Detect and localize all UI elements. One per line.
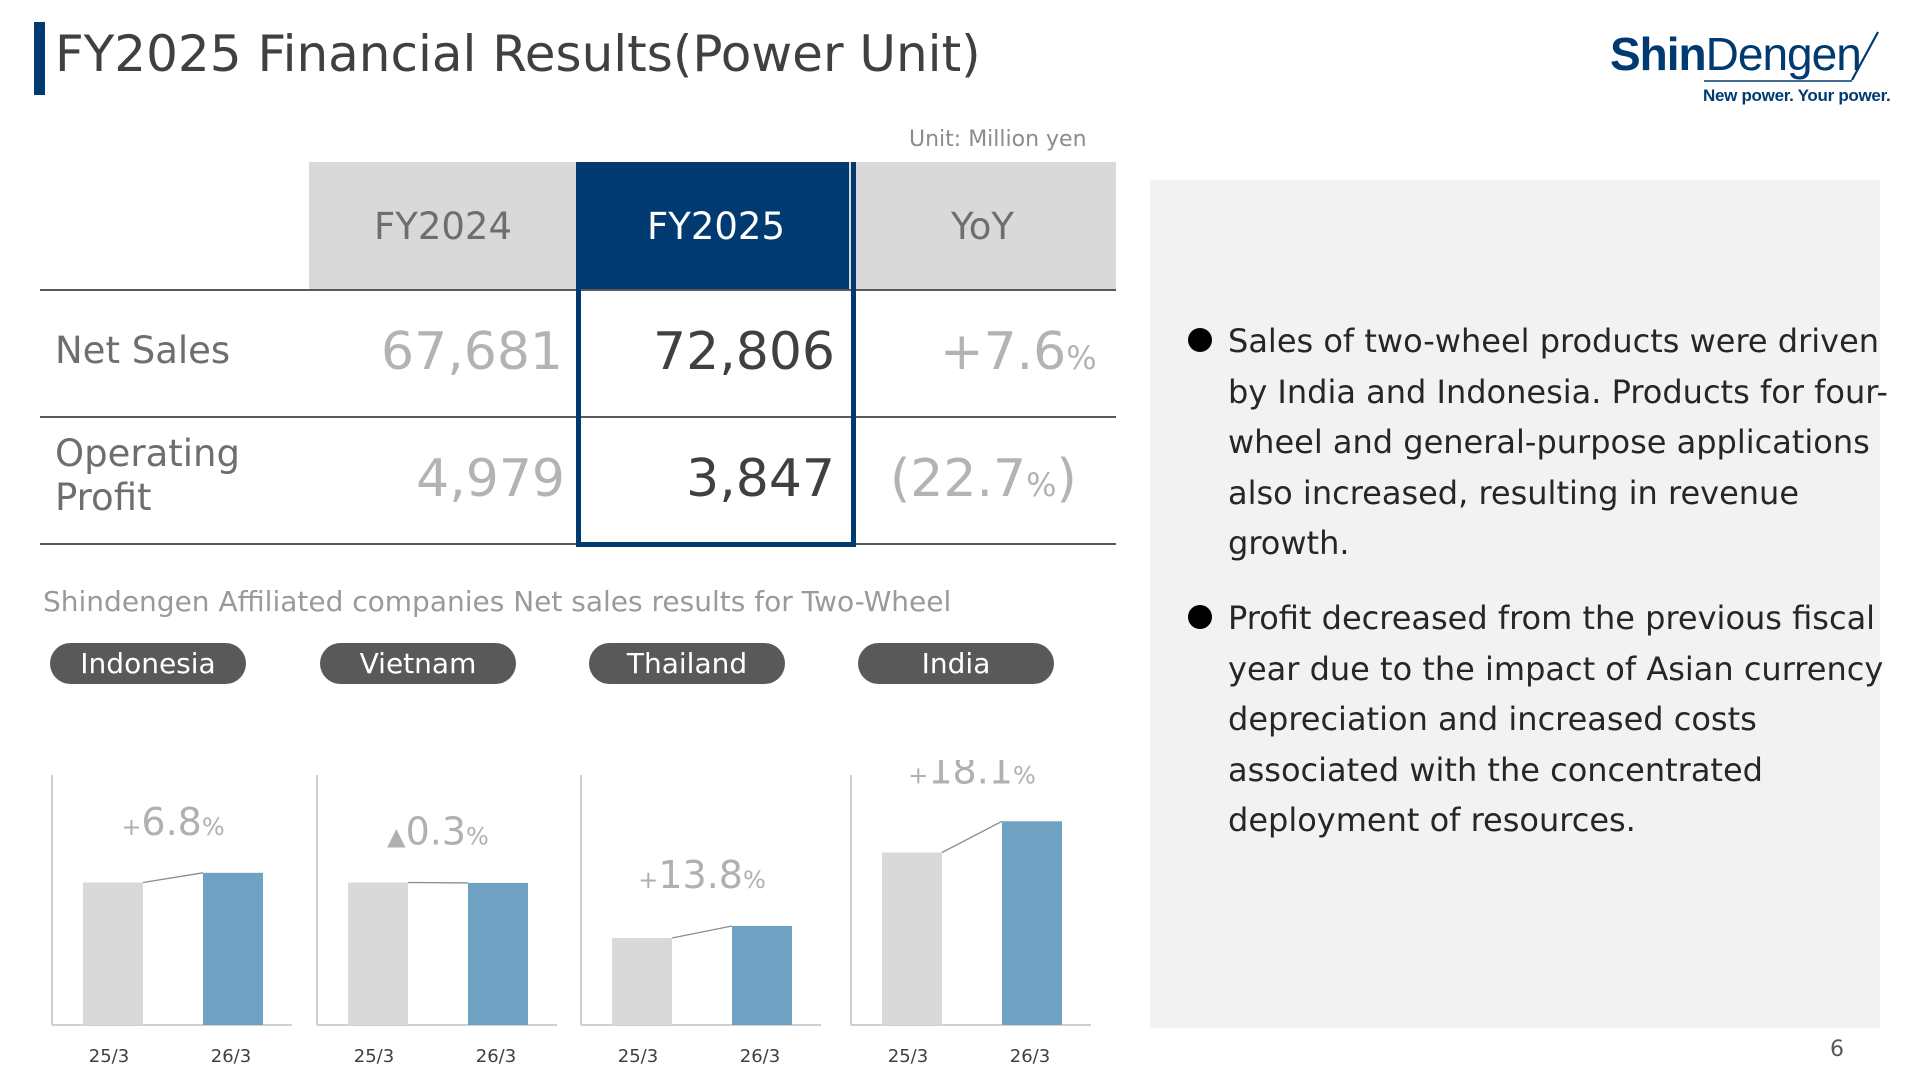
commentary-panel: Sales of two-wheel products were driven … [1150,180,1888,1028]
x-tick-label: 26/3 [1010,1046,1050,1067]
logo-slash-icon [1704,31,1879,82]
chart-vietnam: 25/3 26/3 ▲0.3% [316,775,557,1067]
change-sign: ▲ [387,823,406,851]
change-label: +13.8% [638,853,766,897]
region-pill-thailand: Thailand [589,643,785,684]
fy2025-highlight-frame [576,162,856,547]
change-value: 0.3 [406,810,466,854]
net-sales-yoy-value: +7.6 [940,322,1067,382]
logo-dengen: Dengen [1705,28,1862,80]
net-sales-fy2024: 67,681 [381,322,563,382]
header-fy2025: FY2025 [576,162,856,290]
change-sign: + [638,866,658,894]
bar-25-3 [83,882,143,1025]
row-label-operating-profit: Operating Profit [55,432,240,519]
bar-25-3 [612,938,672,1025]
change-value: 18.1 [928,760,1013,792]
bar-25-3 [882,852,942,1025]
bar-26-3 [1002,821,1062,1025]
net-sales-yoy-unit: % [1066,339,1097,377]
region-pill-india: India [858,643,1054,684]
section-subtitle: Shindengen Affiliated companies Net sale… [43,585,952,618]
net-sales-fy2025: 72,806 [653,322,835,382]
change-value: 13.8 [658,853,743,897]
change-unit: % [202,813,225,841]
row-label-net-sales: Net Sales [55,329,231,372]
logo-shin: Shin [1610,28,1707,80]
bar-25-3 [348,882,408,1025]
operating-profit-fy2024: 4,979 [416,449,565,509]
bar-26-3 [732,925,792,1025]
change-sign: + [908,761,928,789]
change-label: +18.1% [908,760,1036,792]
bar-26-3 [203,872,263,1025]
change-label: +6.8% [121,800,224,844]
page-number: 6 [1830,1037,1844,1062]
x-tick-label: 26/3 [740,1046,780,1067]
header-yoy: YoY [849,162,1116,290]
change-unit: % [743,866,766,894]
unit-label: Unit: Million yen [909,127,1087,152]
operating-profit-yoy-close: ) [1056,449,1077,509]
trend-connector [941,820,1003,854]
trend-connector [671,925,733,939]
bullet-dot-icon [1188,328,1212,352]
trend-connector [142,872,204,884]
change-sign: + [121,813,141,841]
page-title: FY2025 Financial Results(Power Unit) [55,25,981,83]
change-label: ▲0.3% [387,810,489,854]
operating-profit-yoy-value: (22.7 [890,449,1027,509]
x-tick-label: 25/3 [89,1046,129,1067]
results-table: FY2024 FY2025 YoY Net Sales 67,681 72,80… [40,162,1116,548]
operating-profit-yoy: (22.7%) [890,449,1077,515]
two-wheel-charts: 25/3 26/3 +6.8% 25/3 26/3 ▲0.3% 25/3 26/3 +13.8%… [51,760,1091,1067]
bar-26-3 [468,882,528,1025]
region-pill-indonesia: Indonesia [50,643,246,684]
chart-india: 25/3 26/3 +18.1% [850,760,1091,1067]
bullet-text: Profit decreased from the previous fisca… [1228,599,1884,839]
x-tick-label: 25/3 [354,1046,394,1067]
chart-indonesia: 25/3 26/3 +6.8% [51,775,292,1067]
net-sales-yoy: +7.6% [940,322,1097,388]
change-unit: % [466,823,489,851]
bullet-text: Sales of two-wheel products were driven … [1228,322,1888,562]
x-tick-label: 26/3 [476,1046,516,1067]
shindengen-logo: ShinDengen New power. Your power. [1600,20,1891,110]
x-tick-label: 26/3 [211,1046,251,1067]
operating-profit-yoy-unit: % [1026,466,1057,504]
change-unit: % [1013,761,1036,789]
logo-tagline: New power. Your power. [1703,86,1891,105]
x-tick-label: 25/3 [618,1046,658,1067]
bullet-dot-icon [1188,605,1212,629]
header-fy2024: FY2024 [309,162,577,290]
chart-thailand: 25/3 26/3 +13.8% [580,775,821,1067]
change-value: 6.8 [141,800,201,844]
operating-profit-fy2025: 3,847 [686,449,835,509]
title-accent-bar [34,22,45,95]
region-pill-vietnam: Vietnam [320,643,516,684]
x-tick-label: 25/3 [888,1046,928,1067]
